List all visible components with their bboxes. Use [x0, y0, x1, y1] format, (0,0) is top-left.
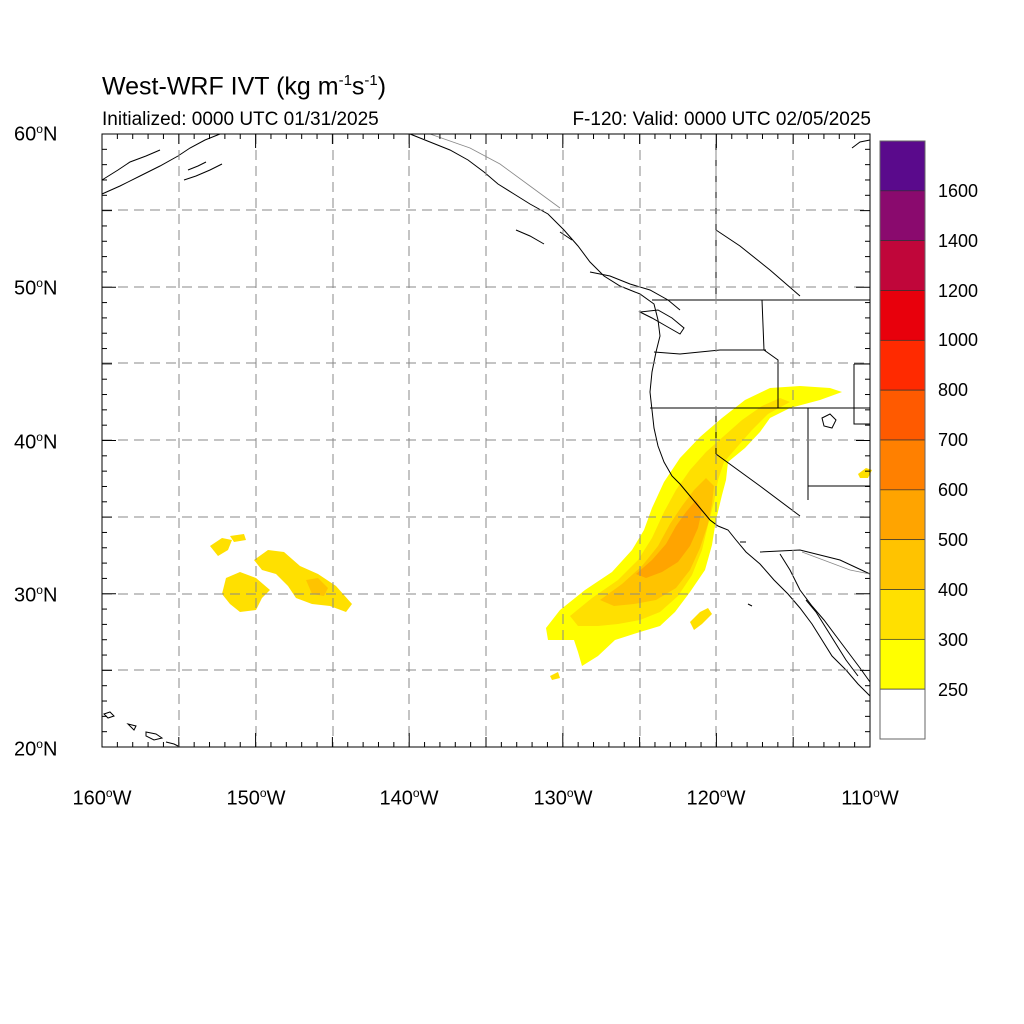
az-border — [853, 363, 870, 425]
sea-of-cortez — [805, 599, 859, 677]
colorbar-label: 1400 — [938, 231, 979, 251]
colorbar-box — [879, 439, 926, 491]
wa-or-border — [653, 349, 766, 355]
colorbar-box — [879, 240, 926, 291]
colorbar-box — [879, 140, 926, 192]
alaska-islands — [183, 161, 223, 181]
colorbar-label: 600 — [938, 480, 969, 500]
lat-label-50: 50oN — [14, 276, 58, 300]
hudson-corner — [851, 139, 871, 149]
colorbar-box — [879, 339, 926, 391]
lon-label-160: 160oW — [72, 786, 132, 810]
ivt-hawaii-4 — [210, 538, 232, 556]
ivt-strip — [690, 608, 712, 630]
hawaii-islands — [103, 711, 179, 747]
colorbar-label: 400 — [938, 580, 969, 600]
colorbar-label: 700 — [938, 430, 969, 450]
lat-label-20: 20oN — [14, 737, 58, 761]
lat-label-40: 40oN — [14, 430, 58, 454]
lat-label-30: 30oN — [14, 583, 58, 607]
colorbar-box — [879, 688, 926, 740]
us-mexico-border — [759, 549, 871, 575]
ivt-hawaii-2 — [254, 550, 352, 612]
pacific-nw-coast — [409, 133, 871, 697]
great-salt-lake — [821, 413, 837, 429]
colorbar — [879, 140, 926, 740]
ivt-hawaii-1 — [222, 572, 270, 612]
admin-lines — [429, 133, 871, 575]
channel-islands — [740, 541, 753, 607]
colorbar-box — [879, 190, 926, 242]
colorbar-outline — [879, 140, 926, 740]
ivt-dot1 — [550, 672, 560, 680]
valid-time: F-120: Valid: 0000 UTC 02/05/2025 — [572, 109, 871, 130]
colorbar-label: 500 — [938, 530, 969, 550]
graticule — [102, 134, 870, 747]
colorbar-label: 1600 — [938, 181, 979, 201]
colorbar-label: 800 — [938, 380, 969, 400]
ivt-ar-400 — [600, 478, 714, 606]
colorbar-box — [879, 589, 926, 640]
lon-label-140: 140oW — [379, 786, 439, 810]
id-border — [761, 299, 779, 408]
lon-label-120: 120oW — [686, 786, 746, 810]
lon-label-110: 110oW — [841, 786, 899, 810]
lon-label-130: 130oW — [533, 786, 593, 810]
colorbar-label: 300 — [938, 630, 969, 650]
colorbar-box — [879, 290, 926, 341]
alaska-coast — [101, 133, 221, 195]
colorbar-label: 1200 — [938, 281, 979, 301]
colorbar-label: 250 — [938, 680, 969, 700]
lat-label-60: 60oN — [14, 122, 58, 146]
axis-ticks — [101, 133, 871, 748]
ivt-shading — [210, 386, 872, 680]
colorbar-label: 1000 — [938, 330, 979, 350]
init-time: Initialized: 0000 UTC 01/31/2025 — [102, 109, 379, 130]
ivt-hawaii-3 — [306, 578, 328, 596]
vancouver-island — [638, 309, 685, 335]
colorbar-box — [879, 389, 926, 441]
ivt-dot2 — [858, 468, 872, 478]
map-title: West-WRF IVT (kg m-1s-1) — [102, 72, 387, 101]
ivt-hawaii-5 — [230, 534, 246, 542]
baja-coast — [779, 553, 871, 683]
ivt-ar-500 — [636, 500, 702, 578]
lon-label-150: 150oW — [226, 786, 286, 810]
colorbar-box — [879, 638, 926, 690]
colorbar-box — [879, 489, 926, 541]
bc-alberta-border — [715, 229, 801, 297]
colorbar-box — [879, 539, 926, 590]
